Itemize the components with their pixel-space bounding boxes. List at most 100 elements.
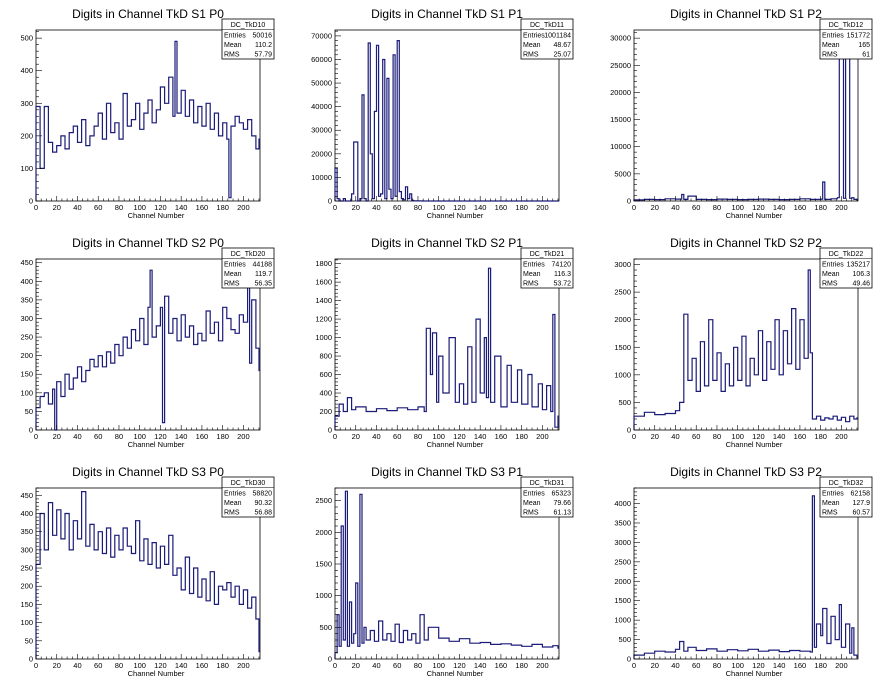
- x-tick-label: 160: [495, 432, 508, 441]
- chart-title: Digits in Channel TkD S2 P0: [72, 236, 224, 250]
- stats-value: 62158: [851, 491, 871, 498]
- x-tick-label: 0: [333, 203, 337, 212]
- y-tick-label: 0: [627, 426, 631, 435]
- stats-value: 49.46: [852, 281, 870, 288]
- stats-value: 58820: [253, 491, 273, 498]
- x-tick-label: 80: [414, 432, 422, 441]
- x-tick-label: 140: [175, 203, 188, 212]
- y-tick-label: 400: [20, 66, 33, 75]
- stats-title: DC_TkD30: [231, 480, 266, 487]
- x-tick-label: 200: [536, 203, 549, 212]
- x-tick-label: 140: [474, 661, 487, 670]
- x-tick-label: 40: [671, 661, 679, 670]
- x-tick-label: 20: [53, 661, 61, 670]
- y-tick-label: 50: [25, 636, 33, 645]
- x-tick-label: 100: [432, 432, 445, 441]
- x-tick-label: 180: [515, 661, 528, 670]
- x-tick-label: 20: [651, 432, 659, 441]
- y-tick-label: 2500: [614, 288, 631, 297]
- stats-value: 61.13: [553, 510, 571, 517]
- y-tick-label: 10000: [610, 142, 631, 151]
- x-tick-label: 140: [175, 432, 188, 441]
- y-tick-label: 1400: [315, 296, 332, 305]
- stats-value: 60.57: [852, 510, 870, 517]
- histogram-line: [334, 40, 559, 202]
- stats-value: 165: [858, 42, 870, 49]
- x-tick-label: 120: [752, 661, 765, 670]
- x-axis-label: Channel Number: [427, 669, 484, 678]
- stats-title: DC_TkD31: [530, 480, 565, 487]
- histogram-line: [35, 491, 260, 659]
- x-tick-label: 80: [414, 203, 422, 212]
- x-tick-label: 100: [731, 432, 744, 441]
- x-tick-label: 160: [794, 432, 807, 441]
- stats-box: DC_TkD32 Entries 62158 Mean 127.9 RMS 60.57: [819, 476, 873, 518]
- stats-key: Entries: [523, 33, 545, 40]
- histogram-panel-9: Digits in Channel TkD S3 P2 0 20 40 60 80 100 1…: [614, 465, 873, 678]
- y-tick-label: 0: [627, 197, 631, 206]
- x-tick-label: 140: [773, 203, 786, 212]
- x-tick-label: 200: [835, 661, 848, 670]
- stats-box: DC_TkD22 Entries 135217 Mean 106.3 RMS 49.46: [819, 247, 873, 289]
- y-tick-label: 200: [20, 351, 33, 360]
- x-tick-label: 40: [73, 432, 81, 441]
- y-tick-label: 1500: [614, 596, 631, 605]
- chart-title: Digits in Channel TkD S2 P2: [670, 236, 822, 250]
- y-tick-label: 20000: [610, 88, 631, 97]
- y-tick-label: 500: [618, 398, 631, 407]
- stats-value: 61: [862, 52, 870, 59]
- y-tick-label: 0: [328, 655, 332, 664]
- y-tick-label: 20000: [311, 149, 332, 158]
- chart-title: Digits in Channel TkD S1 P1: [371, 7, 523, 21]
- plot-frame: [633, 258, 859, 431]
- x-tick-label: 140: [474, 432, 487, 441]
- y-tick-label: 300: [20, 545, 33, 554]
- y-tick-label: 60000: [311, 55, 332, 64]
- y-tick-label: 400: [20, 509, 33, 518]
- stats-key: RMS: [523, 510, 539, 517]
- chart-title: Digits in Channel TkD S1 P2: [670, 7, 822, 21]
- x-tick-label: 40: [372, 203, 380, 212]
- y-tick-label: 100: [20, 164, 33, 173]
- stats-key: Mean: [523, 271, 541, 278]
- stats-value: 110.2: [255, 42, 272, 49]
- y-tick-label: 800: [319, 352, 332, 361]
- stats-value: 116.3: [554, 271, 571, 278]
- x-tick-label: 160: [196, 203, 209, 212]
- x-tick-label: 60: [692, 203, 700, 212]
- x-tick-label: 100: [432, 661, 445, 670]
- x-axis-label: Channel Number: [427, 211, 484, 220]
- stats-title: DC_TkD10: [231, 22, 266, 29]
- y-tick-label: 4000: [614, 499, 631, 508]
- chart-title: Digits in Channel TkD S1 P0: [72, 7, 224, 21]
- x-tick-label: 200: [536, 432, 549, 441]
- x-tick-label: 140: [175, 661, 188, 670]
- x-axis-label: Channel Number: [726, 211, 783, 220]
- y-tick-label: 1000: [315, 333, 332, 342]
- y-tick-label: 500: [319, 623, 332, 632]
- stats-box: DC_TkD30 Entries 58820 Mean 90.32 RMS 56.88: [221, 476, 275, 518]
- x-tick-label: 0: [632, 203, 636, 212]
- y-tick-label: 1000: [315, 591, 332, 600]
- histogram-panel-1: Digits in Channel TkD S1 P0 0 20 40 60 80 100 1…: [20, 7, 275, 220]
- x-tick-label: 0: [34, 432, 38, 441]
- stats-key: RMS: [822, 281, 838, 288]
- x-tick-label: 0: [34, 661, 38, 670]
- x-tick-label: 40: [73, 203, 81, 212]
- x-axis-label: Channel Number: [128, 440, 185, 449]
- stats-title: DC_TkD22: [829, 251, 864, 258]
- x-tick-label: 40: [372, 661, 380, 670]
- y-tick-label: 1000: [614, 616, 631, 625]
- x-tick-label: 20: [651, 203, 659, 212]
- x-tick-label: 200: [237, 661, 250, 670]
- stats-key: Entries: [822, 33, 844, 40]
- x-tick-label: 160: [794, 203, 807, 212]
- x-tick-label: 120: [752, 203, 765, 212]
- stats-value: 44188: [253, 262, 273, 269]
- y-tick-label: 25000: [610, 61, 631, 70]
- x-tick-label: 200: [237, 432, 250, 441]
- stats-key: Mean: [822, 500, 840, 507]
- y-tick-label: 1500: [614, 343, 631, 352]
- stats-value: 135217: [847, 262, 870, 269]
- histogram-panel-7: Digits in Channel TkD S3 P0 0 20 40 60 80 100 1…: [20, 465, 275, 678]
